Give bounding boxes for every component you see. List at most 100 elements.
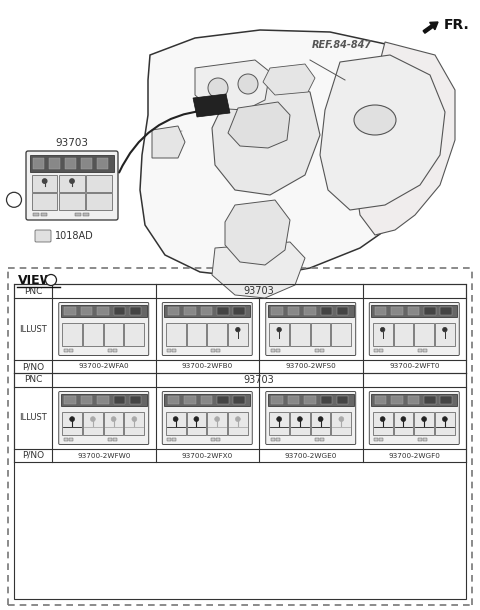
Circle shape <box>443 328 447 332</box>
Bar <box>217 396 228 404</box>
Bar <box>211 439 215 442</box>
Bar <box>184 396 196 404</box>
Bar <box>394 323 413 346</box>
FancyBboxPatch shape <box>26 151 118 220</box>
Bar <box>113 439 117 442</box>
Bar <box>441 396 452 404</box>
Circle shape <box>235 417 240 422</box>
Bar <box>304 307 316 315</box>
Bar <box>130 396 142 404</box>
Bar <box>166 323 185 346</box>
Bar <box>271 439 275 442</box>
Bar <box>290 412 310 435</box>
Bar <box>332 412 351 435</box>
Bar <box>201 396 212 404</box>
Bar <box>14 284 466 599</box>
FancyBboxPatch shape <box>162 392 252 445</box>
FancyBboxPatch shape <box>59 303 149 356</box>
Bar <box>108 439 112 442</box>
Bar <box>33 212 39 216</box>
Bar <box>49 159 60 170</box>
Bar <box>371 393 457 406</box>
Text: PNC: PNC <box>24 376 42 384</box>
Bar <box>83 323 103 346</box>
FancyBboxPatch shape <box>35 230 51 242</box>
Bar <box>269 412 289 435</box>
Bar <box>65 159 76 170</box>
Bar <box>320 350 324 353</box>
Bar <box>81 159 92 170</box>
Bar <box>114 307 125 315</box>
Bar <box>216 439 220 442</box>
Bar <box>207 323 227 346</box>
Bar <box>124 323 144 346</box>
Bar <box>371 304 457 317</box>
Text: 93703: 93703 <box>244 286 275 296</box>
Bar <box>435 323 455 346</box>
Circle shape <box>238 74 258 94</box>
Ellipse shape <box>354 105 396 135</box>
Text: P/NO: P/NO <box>22 362 44 371</box>
Bar <box>108 350 112 353</box>
Bar <box>81 396 92 404</box>
Circle shape <box>215 417 219 422</box>
Bar <box>81 307 92 315</box>
Text: 1018AD: 1018AD <box>55 231 94 241</box>
Bar <box>379 350 383 353</box>
Circle shape <box>276 417 282 422</box>
Bar <box>124 412 144 435</box>
Polygon shape <box>152 126 185 158</box>
Bar <box>64 439 68 442</box>
Bar <box>97 159 108 170</box>
Circle shape <box>380 328 385 332</box>
Bar <box>164 304 250 317</box>
Bar <box>228 412 248 435</box>
Bar <box>311 412 331 435</box>
Bar <box>424 307 435 315</box>
Polygon shape <box>355 42 455 235</box>
Bar <box>61 393 147 406</box>
Bar <box>207 412 227 435</box>
Circle shape <box>7 192 22 207</box>
Bar <box>166 412 185 435</box>
Text: 93700-2WFW0: 93700-2WFW0 <box>77 453 131 459</box>
Polygon shape <box>193 94 230 117</box>
Bar <box>337 307 348 315</box>
Text: A: A <box>11 195 17 204</box>
Circle shape <box>70 417 74 422</box>
Bar <box>62 323 82 346</box>
Bar <box>408 396 419 404</box>
Bar <box>86 193 112 210</box>
Bar <box>113 350 117 353</box>
Bar <box>290 323 310 346</box>
Bar <box>64 350 68 353</box>
Text: 93700-2WFX0: 93700-2WFX0 <box>181 453 233 459</box>
Bar <box>184 307 196 315</box>
Bar <box>408 307 419 315</box>
Bar <box>30 155 114 172</box>
Bar <box>104 412 123 435</box>
Bar <box>418 350 422 353</box>
Bar <box>32 193 57 210</box>
Bar <box>414 412 434 435</box>
Bar <box>233 396 245 404</box>
Bar <box>311 323 331 346</box>
Bar <box>64 396 76 404</box>
Bar <box>86 175 112 192</box>
Bar <box>320 439 324 442</box>
FancyBboxPatch shape <box>162 303 252 356</box>
FancyBboxPatch shape <box>369 303 459 356</box>
Bar <box>394 412 413 435</box>
Circle shape <box>318 417 323 422</box>
Circle shape <box>421 417 427 422</box>
Bar <box>233 307 245 315</box>
Circle shape <box>90 417 96 422</box>
Text: ILLUST: ILLUST <box>19 325 47 334</box>
Bar <box>172 439 176 442</box>
Bar <box>276 350 280 353</box>
Circle shape <box>298 417 302 422</box>
Bar <box>435 412 455 435</box>
Circle shape <box>43 179 47 183</box>
Bar <box>64 307 76 315</box>
Text: 93700-2WFT0: 93700-2WFT0 <box>389 364 440 370</box>
